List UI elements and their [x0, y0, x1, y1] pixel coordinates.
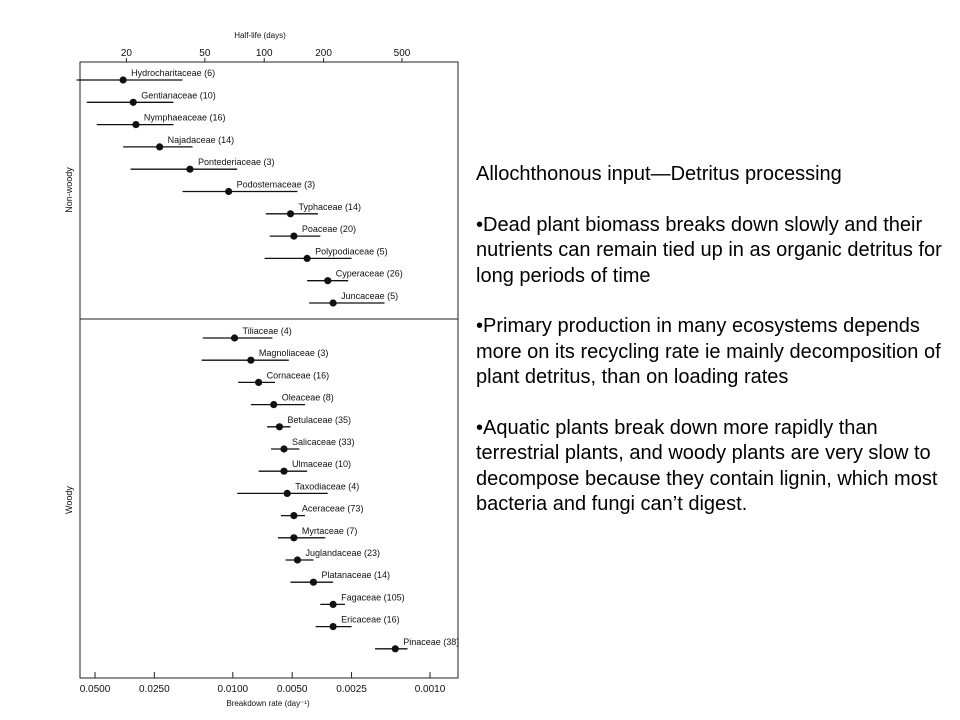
top-tick-label: 500	[394, 48, 411, 59]
slide-text: Allochthonous input—Detritus processing …	[476, 162, 954, 518]
category-label: Pinaceae (38)	[403, 637, 459, 647]
bottom-tick-label: 0.0250	[139, 684, 170, 695]
top-tick-label: 100	[256, 48, 273, 59]
data-point	[247, 356, 255, 364]
bottom-tick-label: 0.0500	[80, 684, 111, 695]
category-label: Nymphaeaceae (16)	[144, 113, 226, 123]
category-label: Poaceae (20)	[302, 224, 356, 234]
category-label: Fagaceae (105)	[341, 592, 405, 602]
bullet-primary-production: •Primary production in many ecosystems d…	[476, 315, 941, 388]
top-axis-ticks: 20 50 100 200 500	[121, 48, 411, 62]
bullet-dead-plant-biomass: •Dead plant biomass breaks down slowly a…	[476, 213, 942, 287]
data-point	[324, 277, 332, 285]
bottom-tick-label: 0.0050	[277, 684, 308, 695]
group-label: Non-woody	[64, 167, 74, 213]
category-label: Tiliaceae (4)	[243, 326, 292, 336]
data-point	[290, 232, 298, 240]
data-point	[270, 401, 278, 409]
data-point	[132, 121, 140, 129]
category-label: Ericaceae (16)	[341, 615, 400, 625]
category-label: Magnoliaceae (3)	[259, 348, 329, 358]
bullet-aquatic-plants: •Aquatic plants break down more rapidly …	[476, 416, 938, 516]
category-label: Gentianaceae (10)	[141, 90, 216, 100]
category-label: Platanaceae (14)	[321, 570, 390, 580]
bottom-axis-ticks: 0.0500 0.0250 0.0100 0.0050 0.0025 0.0010	[80, 672, 446, 695]
data-point	[255, 378, 263, 386]
top-tick-label: 200	[315, 48, 332, 59]
bottom-tick-label: 0.0100	[218, 684, 249, 695]
top-tick-label: 20	[121, 48, 133, 59]
data-point	[286, 210, 295, 218]
data-point	[225, 187, 233, 196]
category-label: Najadaceae (14)	[168, 135, 235, 145]
category-label: Podostemaceae (3)	[237, 180, 316, 190]
category-label: Typhaceae (14)	[298, 202, 361, 212]
plot-frame	[79, 61, 459, 679]
slide-heading: Allochthonous input—Detritus processing	[476, 163, 842, 185]
bottom-tick-label: 0.0010	[415, 684, 446, 695]
data-point	[129, 98, 137, 106]
data-point	[119, 76, 127, 84]
chart-rows: Hydrocharitaceae (6) Gentianaceae (10) Nym…	[76, 68, 459, 653]
data-point	[303, 254, 311, 262]
data-point	[290, 511, 298, 520]
category-label: Cyperaceae (26)	[336, 269, 403, 279]
category-label: Hydrocharitaceae (6)	[131, 68, 215, 78]
group-labels: Non-woody Woody	[64, 167, 74, 514]
top-tick-label: 50	[199, 48, 211, 59]
data-point	[186, 165, 194, 173]
category-label: Oleaceae (8)	[282, 393, 334, 403]
data-point	[329, 600, 337, 609]
category-label: Myrtaceae (7)	[302, 526, 358, 536]
category-label: Juglandaceae (23)	[305, 548, 380, 558]
bottom-tick-label: 0.0025	[336, 684, 367, 695]
data-point	[293, 556, 302, 564]
category-label: Polypodiaceae (5)	[315, 246, 388, 256]
data-point	[280, 445, 288, 453]
top-axis-title: Half-life (days)	[234, 31, 286, 40]
category-label: Betulaceae (35)	[287, 415, 351, 425]
data-point	[290, 534, 298, 542]
data-point	[283, 489, 291, 497]
category-label: Ulmaceae (10)	[292, 459, 351, 469]
data-point	[230, 334, 239, 342]
category-label: Cornaceae (16)	[267, 370, 330, 380]
breakdown-rate-chart: Half-life (days) 20 50 100 200 500 Hydrochar…	[64, 31, 459, 708]
data-point	[329, 299, 337, 307]
category-label: Aceraceae (73)	[302, 504, 364, 514]
data-point	[391, 645, 399, 653]
category-label: Juncaceae (5)	[341, 291, 398, 301]
category-label: Taxodiaceae (4)	[295, 481, 359, 491]
category-label: Salicaceae (33)	[292, 437, 355, 447]
data-point	[280, 467, 288, 475]
data-point	[156, 143, 164, 151]
bottom-axis-title: Breakdown rate (day⁻¹)	[226, 699, 310, 708]
data-point	[275, 423, 284, 431]
data-point	[329, 623, 337, 631]
category-label: Pontederiaceae (3)	[198, 157, 275, 167]
group-label: Woody	[64, 486, 74, 514]
data-point	[309, 578, 318, 586]
